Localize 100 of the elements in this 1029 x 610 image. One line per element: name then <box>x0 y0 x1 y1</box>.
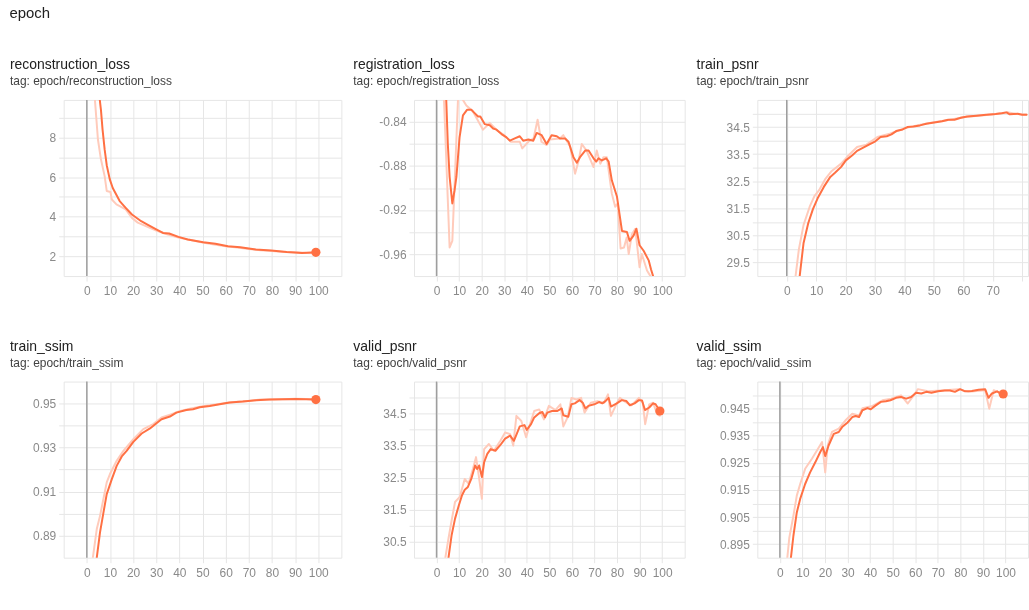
x-tick-label: 60 <box>565 284 580 299</box>
x-tick-label: 40 <box>173 566 187 581</box>
x-tick-label: 80 <box>610 284 625 299</box>
x-tick-label: 70 <box>242 284 257 299</box>
y-tick-label: 0.925 <box>719 456 751 471</box>
y-tick-label: -0.88 <box>379 159 407 174</box>
x-tick-label: 100 <box>995 566 1017 581</box>
y-tick-label: 0.91 <box>32 485 57 500</box>
x-tick-label: 100 <box>652 566 673 581</box>
x-tick-label: 90 <box>976 566 991 581</box>
x-tick-label: 20 <box>839 284 854 299</box>
y-tick-label: 31.5 <box>726 201 751 216</box>
x-tick-label: 20 <box>475 284 490 299</box>
x-tick-label: 30 <box>841 566 856 581</box>
x-tick-label: 80 <box>265 566 280 581</box>
y-tick-label: 0.945 <box>719 402 751 417</box>
x-tick-label: 80 <box>610 566 625 581</box>
x-tick-label: 30 <box>498 284 512 299</box>
y-tick-label: 33.5 <box>726 147 751 162</box>
y-tick-label: 0.89 <box>32 529 57 544</box>
x-tick-label: 80 <box>265 284 280 299</box>
y-tick-label: 8 <box>49 131 57 146</box>
y-tick-label: -0.96 <box>379 247 407 262</box>
y-tick-label: 0.93 <box>32 441 57 456</box>
x-tick-label: 50 <box>886 566 901 581</box>
x-tick-label: 60 <box>957 284 971 299</box>
x-tick-label: 90 <box>633 284 648 299</box>
x-tick-label: 0 <box>84 566 92 581</box>
x-tick-label: 10 <box>796 566 810 581</box>
x-tick-label: 0 <box>777 566 785 581</box>
x-tick-label: 50 <box>196 566 211 581</box>
y-tick-label: 30.5 <box>383 535 407 550</box>
chart-subtitle: tag: epoch/registration_loss <box>353 74 500 89</box>
x-tick-label: 60 <box>565 566 580 581</box>
chart-subtitle: tag: epoch/valid_psnr <box>353 355 467 370</box>
chart-title: valid_ssim <box>696 337 762 354</box>
y-tick-label: 6 <box>49 170 57 185</box>
x-tick-label: 10 <box>103 284 118 299</box>
x-tick-label: 40 <box>863 566 878 581</box>
x-tick-label: 40 <box>173 284 187 299</box>
y-tick-label: 30.5 <box>726 228 751 243</box>
x-tick-label: 10 <box>103 566 118 581</box>
chart-subtitle: tag: epoch/train_psnr <box>696 74 809 89</box>
x-tick-label: 40 <box>520 566 535 581</box>
y-tick-label: 0.935 <box>719 429 751 444</box>
chart-title: train_ssim <box>9 337 74 354</box>
y-tick-label: 32.5 <box>726 174 751 189</box>
chart-title: train_psnr <box>696 56 759 73</box>
x-tick-label: 10 <box>452 566 467 581</box>
x-tick-label: 90 <box>633 566 648 581</box>
x-tick-label: 70 <box>588 284 602 299</box>
y-tick-label: 0.915 <box>719 483 751 498</box>
x-tick-label: 20 <box>126 566 141 581</box>
x-tick-label: 100 <box>308 566 330 581</box>
x-tick-label: 30 <box>868 284 883 299</box>
y-tick-label: 29.5 <box>726 256 751 270</box>
y-tick-label: 0.905 <box>719 510 751 525</box>
x-tick-label: 60 <box>909 566 923 581</box>
y-tick-label: 33.5 <box>383 439 407 454</box>
x-tick-label: 60 <box>219 284 234 299</box>
y-tick-label: 0.895 <box>719 537 751 552</box>
x-tick-label: 30 <box>150 284 164 299</box>
chart-subtitle: tag: epoch/reconstruction_loss <box>9 74 172 89</box>
x-tick-label: 0 <box>783 284 791 299</box>
x-tick-label: 70 <box>986 284 1001 299</box>
x-tick-label: 0 <box>433 566 441 581</box>
x-tick-label: 100 <box>308 284 330 299</box>
x-tick-label: 20 <box>818 566 833 581</box>
x-tick-label: 50 <box>927 284 942 299</box>
x-tick-label: 50 <box>196 284 211 299</box>
x-tick-label: 0 <box>433 284 441 299</box>
y-tick-label: 4 <box>49 210 57 225</box>
chart-title: valid_psnr <box>353 337 418 354</box>
x-tick-label: 40 <box>898 284 912 299</box>
x-tick-label: 90 <box>288 284 303 299</box>
y-tick-label: 0.95 <box>32 397 57 412</box>
x-tick-label: 10 <box>810 284 824 299</box>
chart-subtitle: tag: epoch/train_ssim <box>9 355 124 370</box>
x-tick-label: 20 <box>126 284 141 299</box>
x-tick-label: 70 <box>588 566 602 581</box>
y-tick-label: 31.5 <box>383 503 407 518</box>
x-tick-label: 70 <box>931 566 946 581</box>
x-tick-label: 20 <box>475 566 490 581</box>
x-tick-label: 30 <box>150 566 164 581</box>
y-tick-label: -0.84 <box>379 115 407 130</box>
chart-title: reconstruction_loss <box>9 56 130 73</box>
y-tick-label: -0.92 <box>379 203 407 218</box>
y-tick-label: 2 <box>49 249 57 264</box>
x-tick-label: 100 <box>652 284 673 299</box>
x-tick-label: 50 <box>543 284 557 299</box>
x-tick-label: 30 <box>498 566 512 581</box>
x-tick-label: 80 <box>954 566 968 581</box>
chart-subtitle: tag: epoch/valid_ssim <box>696 355 812 370</box>
x-tick-label: 70 <box>242 566 257 581</box>
x-tick-label: 10 <box>452 284 467 299</box>
x-tick-label: 0 <box>84 284 92 299</box>
x-tick-label: 60 <box>219 566 234 581</box>
text: epoch <box>9 4 51 22</box>
y-tick-label: 32.5 <box>383 471 407 486</box>
chart-title: registration_loss <box>353 56 455 73</box>
